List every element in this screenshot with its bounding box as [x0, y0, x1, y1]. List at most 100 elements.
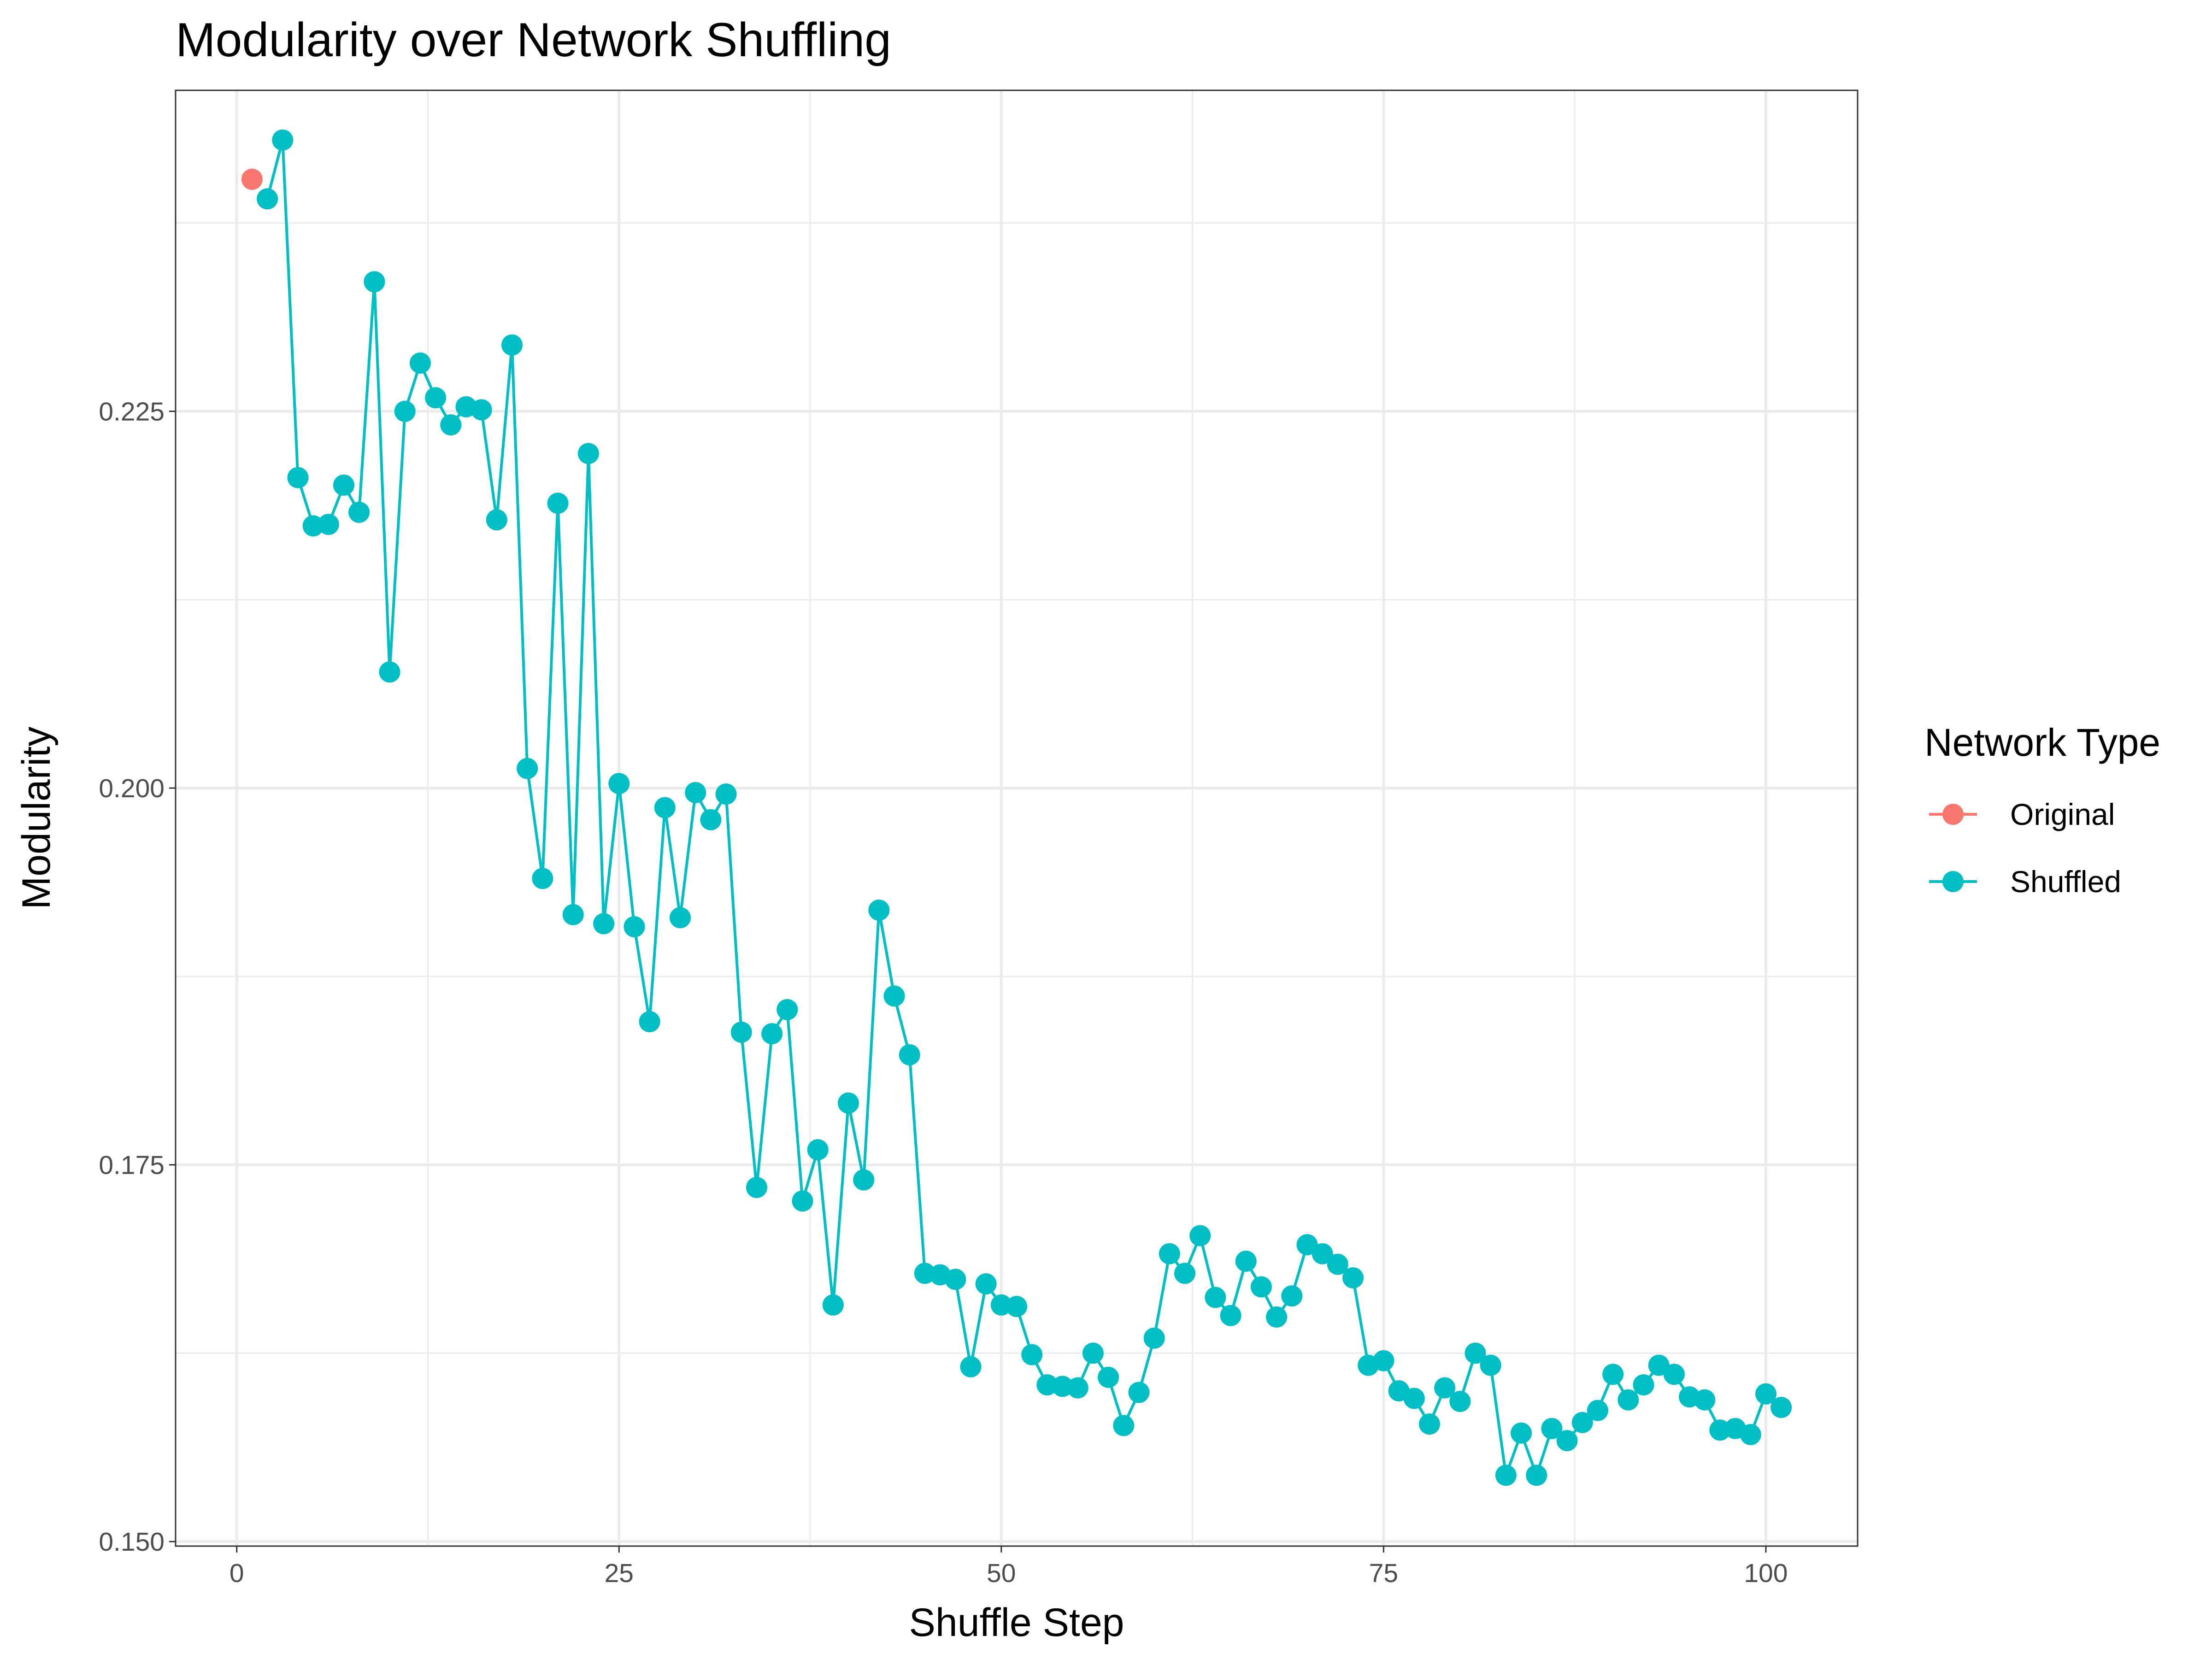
- data-point-shuffled: [394, 400, 416, 422]
- data-point-shuffled: [654, 797, 676, 818]
- data-point-shuffled: [1648, 1354, 1670, 1376]
- y-axis-title: Modularity: [14, 727, 59, 910]
- data-point-shuffled: [1571, 1412, 1593, 1433]
- x-tick-label: 75: [1369, 1559, 1398, 1588]
- data-point-shuffled: [1740, 1424, 1761, 1446]
- data-point-shuffled: [1587, 1400, 1608, 1421]
- data-point-shuffled: [471, 399, 492, 421]
- minor-gridlines: [176, 90, 1858, 1546]
- data-point-shuffled: [593, 913, 615, 935]
- data-point-shuffled: [1618, 1389, 1639, 1411]
- data-point-shuffled: [1036, 1374, 1058, 1396]
- data-point-shuffled: [318, 513, 339, 535]
- data-point-shuffled: [532, 868, 553, 889]
- data-point-shuffled: [715, 783, 737, 805]
- data-point-shuffled: [1052, 1376, 1073, 1397]
- data-point-shuffled: [1128, 1382, 1150, 1403]
- data-point-shuffled: [1541, 1418, 1563, 1439]
- data-point-shuffled: [1174, 1263, 1195, 1284]
- data-point-shuffled: [1480, 1354, 1501, 1376]
- data-point-shuffled: [700, 809, 722, 830]
- data-point-shuffled: [746, 1177, 767, 1198]
- y-tick-label: 0.200: [99, 774, 165, 803]
- legend-entry-shuffled: Shuffled: [1929, 865, 2121, 899]
- x-tick-label: 0: [229, 1559, 244, 1588]
- data-point-shuffled: [960, 1356, 982, 1377]
- legend-key-point-shuffled: [1942, 871, 1964, 892]
- data-point-shuffled: [1159, 1243, 1180, 1265]
- data-point-shuffled: [425, 387, 447, 409]
- data-point-shuffled: [1082, 1342, 1104, 1364]
- data-point-shuffled: [853, 1169, 875, 1191]
- data-point-shuffled: [1205, 1287, 1226, 1308]
- series-line-shuffled: [266, 138, 1783, 1477]
- data-point-shuffled: [257, 188, 278, 210]
- data-point-shuffled: [302, 515, 324, 537]
- legend: Network Type Original Shuffled: [1924, 721, 2160, 899]
- y-axis-ticks: 0.150 0.175 0.200 0.225: [99, 397, 176, 1557]
- data-point-shuffled: [486, 509, 507, 531]
- data-point-shuffled: [883, 985, 905, 1007]
- data-point-shuffled: [1250, 1276, 1272, 1298]
- data-point-shuffled: [1235, 1250, 1257, 1272]
- data-point-shuffled: [1296, 1234, 1318, 1255]
- data-point-shuffled: [364, 271, 385, 293]
- data-point-shuffled: [792, 1190, 813, 1212]
- data-point-shuffled: [1709, 1419, 1731, 1441]
- data-point-shuffled: [1098, 1366, 1119, 1388]
- y-tick-label: 0.225: [99, 397, 165, 427]
- data-point-shuffled: [440, 414, 462, 435]
- data-point-shuffled: [807, 1139, 829, 1160]
- data-point-shuffled: [639, 1011, 660, 1032]
- legend-title: Network Type: [1924, 721, 2160, 764]
- data-point-shuffled: [1312, 1243, 1333, 1265]
- data-point-shuffled: [624, 916, 645, 937]
- data-point-shuffled: [945, 1269, 966, 1290]
- data-point-shuffled: [287, 467, 309, 488]
- data-point-shuffled: [1495, 1465, 1517, 1486]
- x-tick-label: 50: [987, 1559, 1016, 1588]
- data-point-shuffled: [547, 493, 569, 514]
- data-point-shuffled: [990, 1294, 1012, 1316]
- data-point-shuffled: [1771, 1397, 1792, 1418]
- chart-title: Modularity over Network Shuffling: [176, 13, 891, 67]
- data-point-shuffled: [1403, 1388, 1425, 1409]
- x-axis-title: Shuffle Step: [909, 1600, 1124, 1645]
- data-point-shuffled: [562, 904, 584, 925]
- data-point-shuffled: [1449, 1391, 1471, 1412]
- data-point-shuffled: [577, 443, 599, 465]
- data-point-shuffled: [975, 1273, 997, 1294]
- data-point-shuffled: [1511, 1422, 1532, 1444]
- legend-key-point-original: [1942, 804, 1964, 825]
- legend-entry-original: Original: [1929, 797, 2115, 831]
- data-point-shuffled: [822, 1294, 844, 1316]
- plot-panel-border: [175, 89, 1859, 1547]
- data-point-shuffled: [409, 352, 431, 374]
- data-point-shuffled: [348, 501, 370, 523]
- data-point-shuffled: [868, 899, 890, 921]
- x-axis-ticks: 0 25 50 75 100: [229, 1546, 1788, 1588]
- data-point-shuffled: [1067, 1377, 1088, 1399]
- data-point-shuffled: [1220, 1305, 1241, 1326]
- y-tick-label: 0.150: [99, 1527, 165, 1557]
- data-point-shuffled: [761, 1023, 783, 1045]
- data-point-shuffled: [1418, 1413, 1440, 1435]
- data-point-shuffled: [777, 999, 798, 1020]
- data-point-shuffled: [899, 1044, 920, 1065]
- data-point-shuffled: [1342, 1267, 1364, 1288]
- data-point-original: [241, 168, 263, 190]
- data-point-shuffled: [670, 907, 691, 929]
- data-point-shuffled: [1327, 1253, 1348, 1275]
- data-point-shuffled: [1526, 1465, 1547, 1486]
- legend-label-original: Original: [2010, 797, 2115, 831]
- data-point-shuffled: [1694, 1389, 1716, 1411]
- data-point-shuffled: [1189, 1225, 1211, 1247]
- data-point-shuffled: [1465, 1342, 1486, 1364]
- data-point-shuffled: [517, 758, 538, 779]
- data-point-shuffled: [685, 782, 706, 803]
- data-point-shuffled: [1113, 1415, 1135, 1436]
- data-point-shuffled: [501, 334, 523, 356]
- data-point-shuffled: [1602, 1364, 1624, 1385]
- x-tick-label: 25: [605, 1559, 634, 1588]
